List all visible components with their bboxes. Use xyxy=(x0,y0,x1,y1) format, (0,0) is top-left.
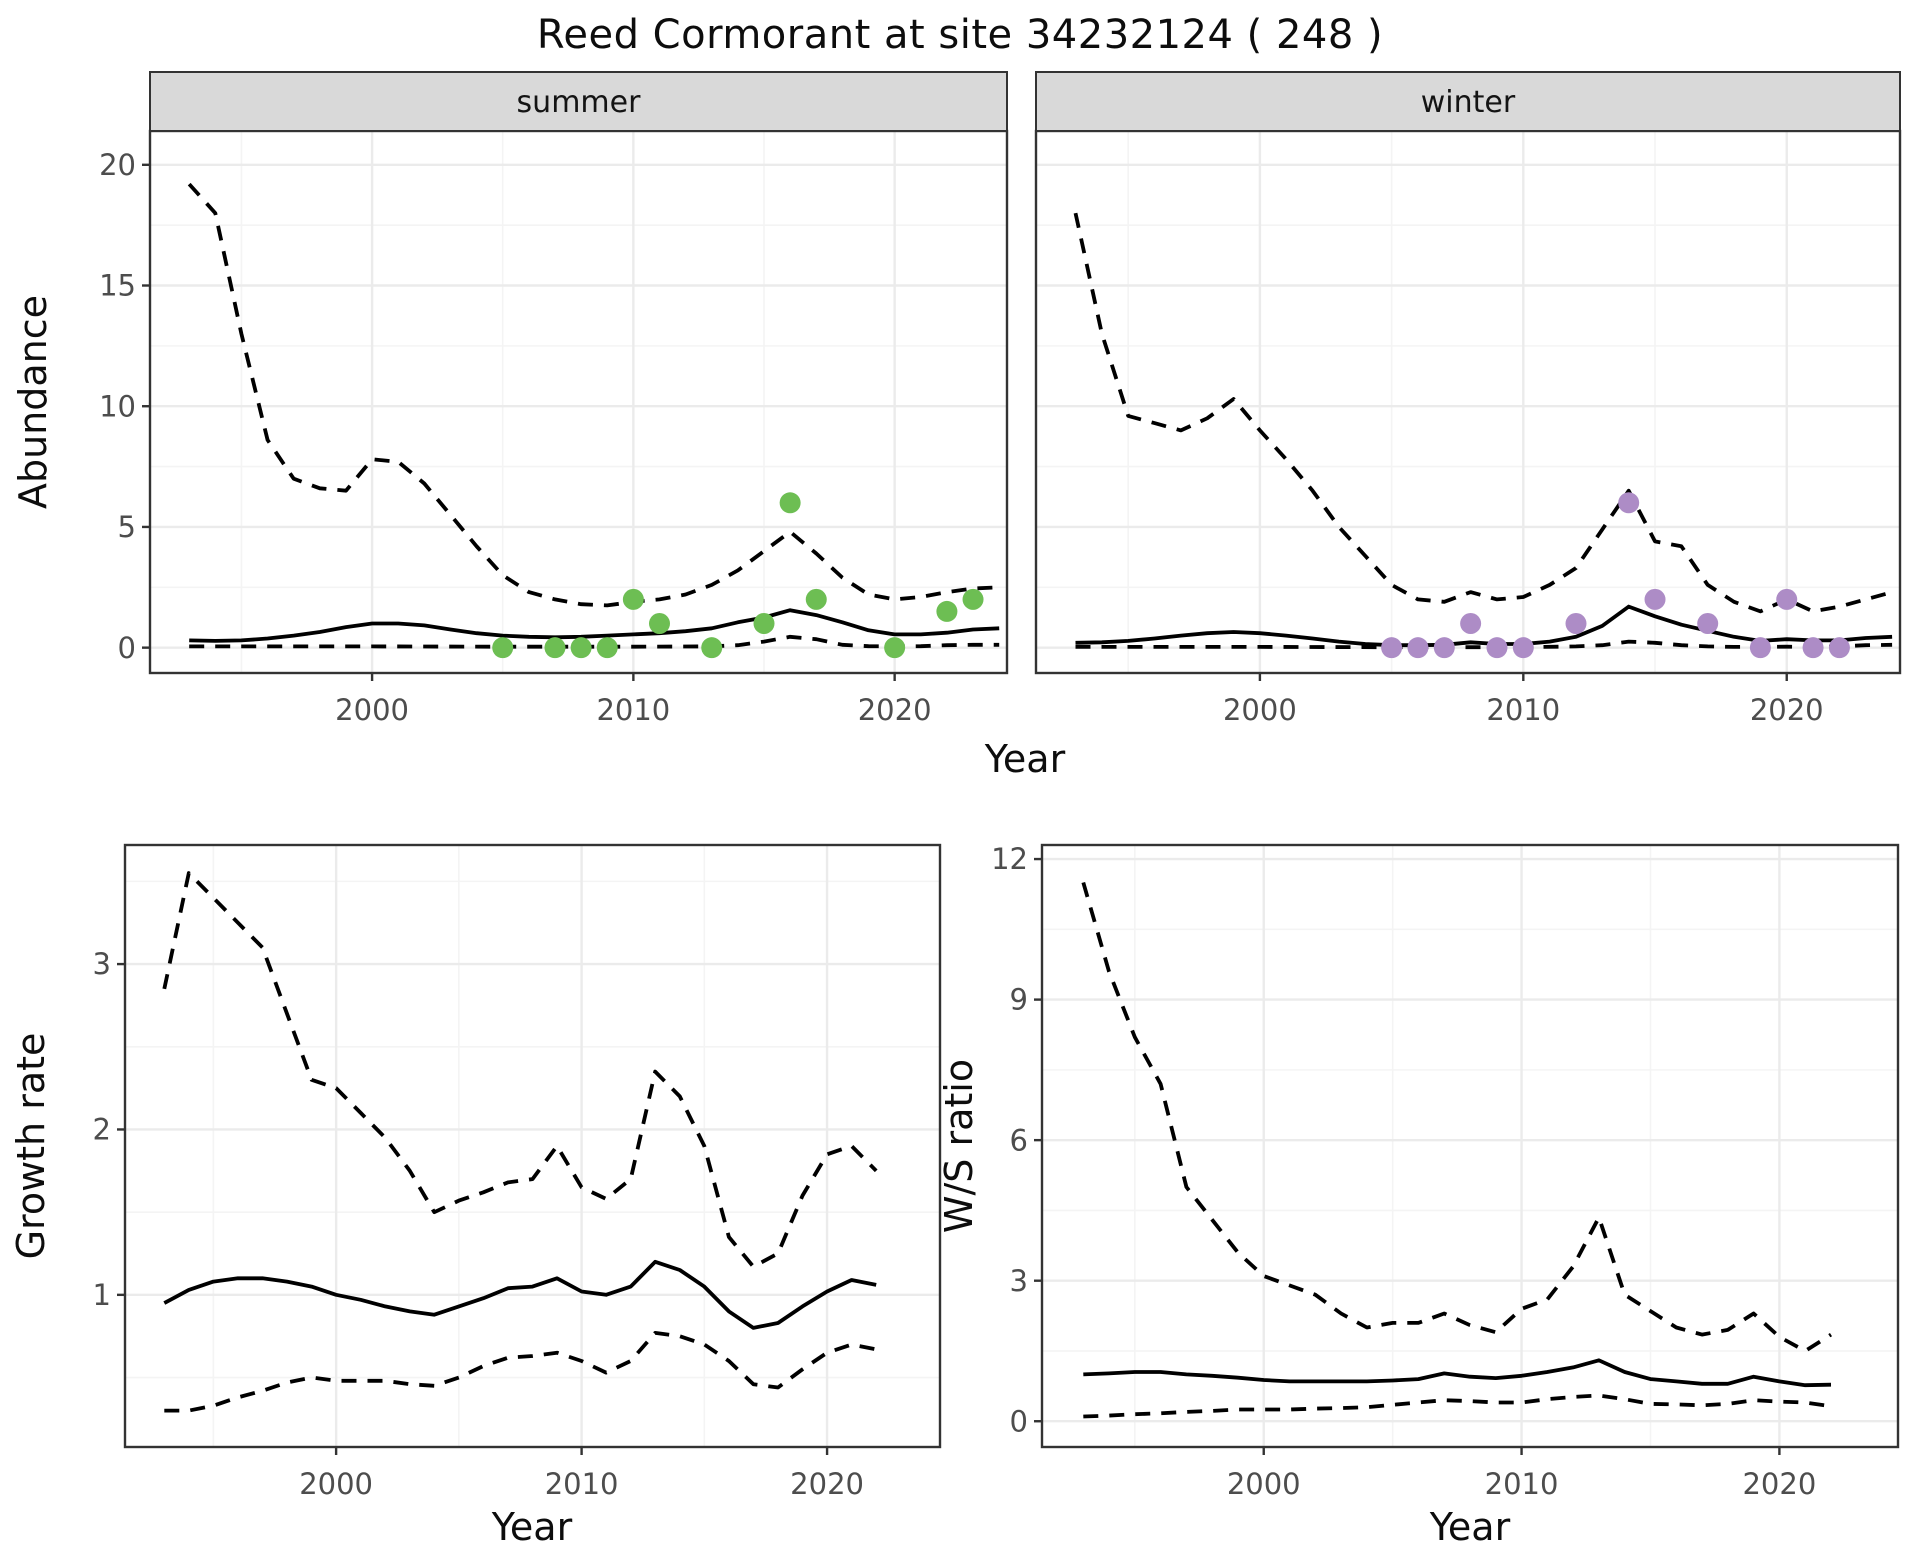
panel-background xyxy=(150,131,1007,673)
observation-dot xyxy=(544,637,566,659)
observation-dot xyxy=(622,588,644,610)
facet-strip xyxy=(1035,71,1901,132)
panel-ws_ratio: 2000 2010 2020 0 3 6 9 12 W/S ratio Year xyxy=(937,842,1900,1549)
y-tick-label: 3 xyxy=(93,947,111,981)
observation-dot xyxy=(1776,588,1798,610)
x-axis-title: Year xyxy=(1429,1505,1511,1549)
x-tick-label: 2000 xyxy=(1227,1467,1301,1501)
observation-dot xyxy=(805,588,827,610)
y-tick-label: 10 xyxy=(99,389,136,423)
observation-dot xyxy=(1618,492,1640,514)
mean-line xyxy=(189,608,1000,643)
observation-dot xyxy=(1460,613,1482,635)
panel-background xyxy=(1042,845,1898,1447)
y-axis-title: Abundance xyxy=(11,295,55,509)
x-tick-label: 2020 xyxy=(1742,1467,1816,1501)
x-tick-label: 2020 xyxy=(1750,693,1824,727)
observation-dot xyxy=(779,492,801,514)
upper-ci-line xyxy=(187,182,1000,608)
observation-dot xyxy=(1381,637,1403,659)
observation-dot xyxy=(1644,588,1666,610)
observation-dot xyxy=(1749,637,1771,659)
panel-background xyxy=(1036,131,1900,673)
x-axis-title: Year xyxy=(491,1505,573,1549)
panel-winter: winter 2000 2010 2020 xyxy=(1034,71,1902,727)
upper-ci-line xyxy=(1073,212,1893,614)
x-tick-label: 2020 xyxy=(790,1467,864,1501)
observation-dot xyxy=(936,600,958,622)
y-tick-label: 0 xyxy=(1010,1404,1028,1438)
upper-ci-line xyxy=(1081,881,1833,1353)
y-tick-label: 9 xyxy=(1010,983,1028,1017)
y-axis-title: Growth rate xyxy=(9,1033,53,1260)
plot-title: Reed Cormorant at site 34232124 ( 248 ) xyxy=(536,12,1384,58)
y-tick-label: 0 xyxy=(118,631,136,665)
observation-dot xyxy=(1407,637,1429,659)
mean-line xyxy=(163,1259,877,1330)
facet-strip xyxy=(149,71,1008,132)
observation-dot xyxy=(1433,637,1455,659)
panel-border xyxy=(123,843,942,1449)
x-tick-label: 2000 xyxy=(299,1467,373,1501)
observation-dot xyxy=(701,637,723,659)
lower-ci-line xyxy=(164,1331,877,1413)
x-axis-title: Year xyxy=(984,737,1066,781)
observation-dot xyxy=(1802,637,1824,659)
panel-growth_rate: 2000 2010 2020 1 2 3 Growth rate Year xyxy=(9,843,942,1549)
x-tick-label: 2010 xyxy=(1485,1467,1559,1501)
observation-dot xyxy=(1486,637,1508,659)
facet-strip-label: summer xyxy=(517,85,642,120)
y-tick-label: 15 xyxy=(99,269,136,303)
y-tick-label: 6 xyxy=(1010,1123,1028,1157)
facet-strip-label: winter xyxy=(1421,85,1516,120)
y-tick-label: 2 xyxy=(93,1113,111,1147)
lower-ci-line xyxy=(1083,1393,1832,1419)
observation-dot xyxy=(962,588,984,610)
lower-ci-line xyxy=(1075,639,1893,650)
y-tick-label: 1 xyxy=(93,1278,111,1312)
observation-dot xyxy=(1512,637,1534,659)
observation-dot xyxy=(596,637,618,659)
x-tick-label: 2010 xyxy=(545,1467,619,1501)
observation-dot xyxy=(570,637,592,659)
y-tick-label: 5 xyxy=(118,510,136,544)
mean-line xyxy=(1083,1358,1832,1388)
x-tick-label: 2010 xyxy=(1486,693,1560,727)
y-tick-label: 3 xyxy=(1010,1264,1028,1298)
lower-ci-line xyxy=(189,634,1000,649)
panel-summer: summer 2000 2010 2020 0 5 10 15 20 Abundance Year xyxy=(11,71,1066,781)
x-tick-label: 2000 xyxy=(335,693,409,727)
observation-dot xyxy=(648,613,670,635)
panel-border xyxy=(1040,843,1900,1449)
y-axis-title: W/S ratio xyxy=(937,1059,981,1233)
observation-dot xyxy=(884,637,906,659)
observation-dot xyxy=(1565,613,1587,635)
observation-dot xyxy=(753,613,775,635)
x-tick-label: 2020 xyxy=(858,693,932,727)
x-tick-label: 2000 xyxy=(1223,693,1297,727)
observation-dot xyxy=(1697,613,1719,635)
observation-dot xyxy=(1828,637,1850,659)
observation-dot xyxy=(492,637,514,659)
y-tick-label: 20 xyxy=(99,148,136,182)
x-tick-label: 2010 xyxy=(596,693,670,727)
y-tick-label: 12 xyxy=(991,842,1028,876)
